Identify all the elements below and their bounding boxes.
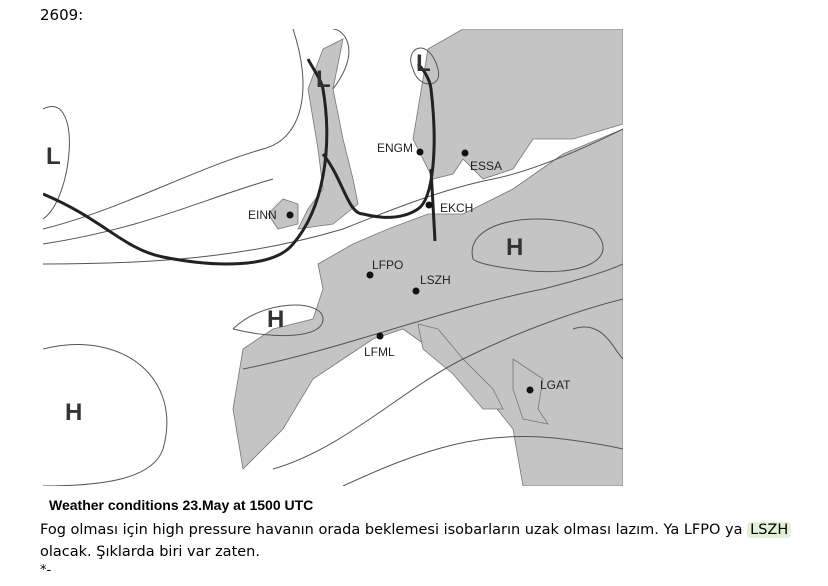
note-text: Fog olması için high pressure havanın or… (40, 522, 743, 538)
station-dot (286, 211, 294, 219)
answer-note: Fog olması için high pressure havanın or… (40, 519, 820, 563)
station-label: EKCH (440, 201, 473, 215)
station-dot (461, 149, 469, 157)
question-number: 2609: (40, 6, 84, 24)
pressure-label: H (506, 234, 523, 261)
highlighted-answer: LSZH (747, 522, 792, 538)
station-label: LFPO (372, 258, 403, 272)
note-text: olacak. Şıklarda biri var zaten. (40, 544, 260, 560)
isobars (43, 29, 623, 486)
station-label: LSZH (420, 273, 451, 287)
fronts (43, 58, 437, 266)
station-label: LFML (364, 345, 395, 359)
station-label: ENGM (377, 141, 413, 155)
footer-mark: *- (40, 563, 52, 578)
pressure-label: L (46, 143, 61, 170)
pressure-label: H (267, 306, 284, 333)
station-label: ESSA (470, 159, 502, 173)
weather-map: L L L H H H ENGM ESSA EINN EKCH LFPO LSZH LFML LGAT (43, 29, 623, 486)
pressure-label: L (316, 66, 331, 93)
station-dot (425, 201, 433, 209)
station-dot (412, 287, 420, 295)
station-label: LGAT (540, 378, 571, 392)
map-caption: Weather conditions 23.May at 1500 UTC (49, 497, 314, 513)
station-dot (366, 271, 374, 279)
pressure-label: L (416, 50, 431, 77)
pressure-label: H (65, 399, 82, 426)
station-dot (416, 148, 424, 156)
station-dot (526, 386, 534, 394)
station-label: EINN (248, 208, 277, 222)
station-dot (376, 332, 384, 340)
